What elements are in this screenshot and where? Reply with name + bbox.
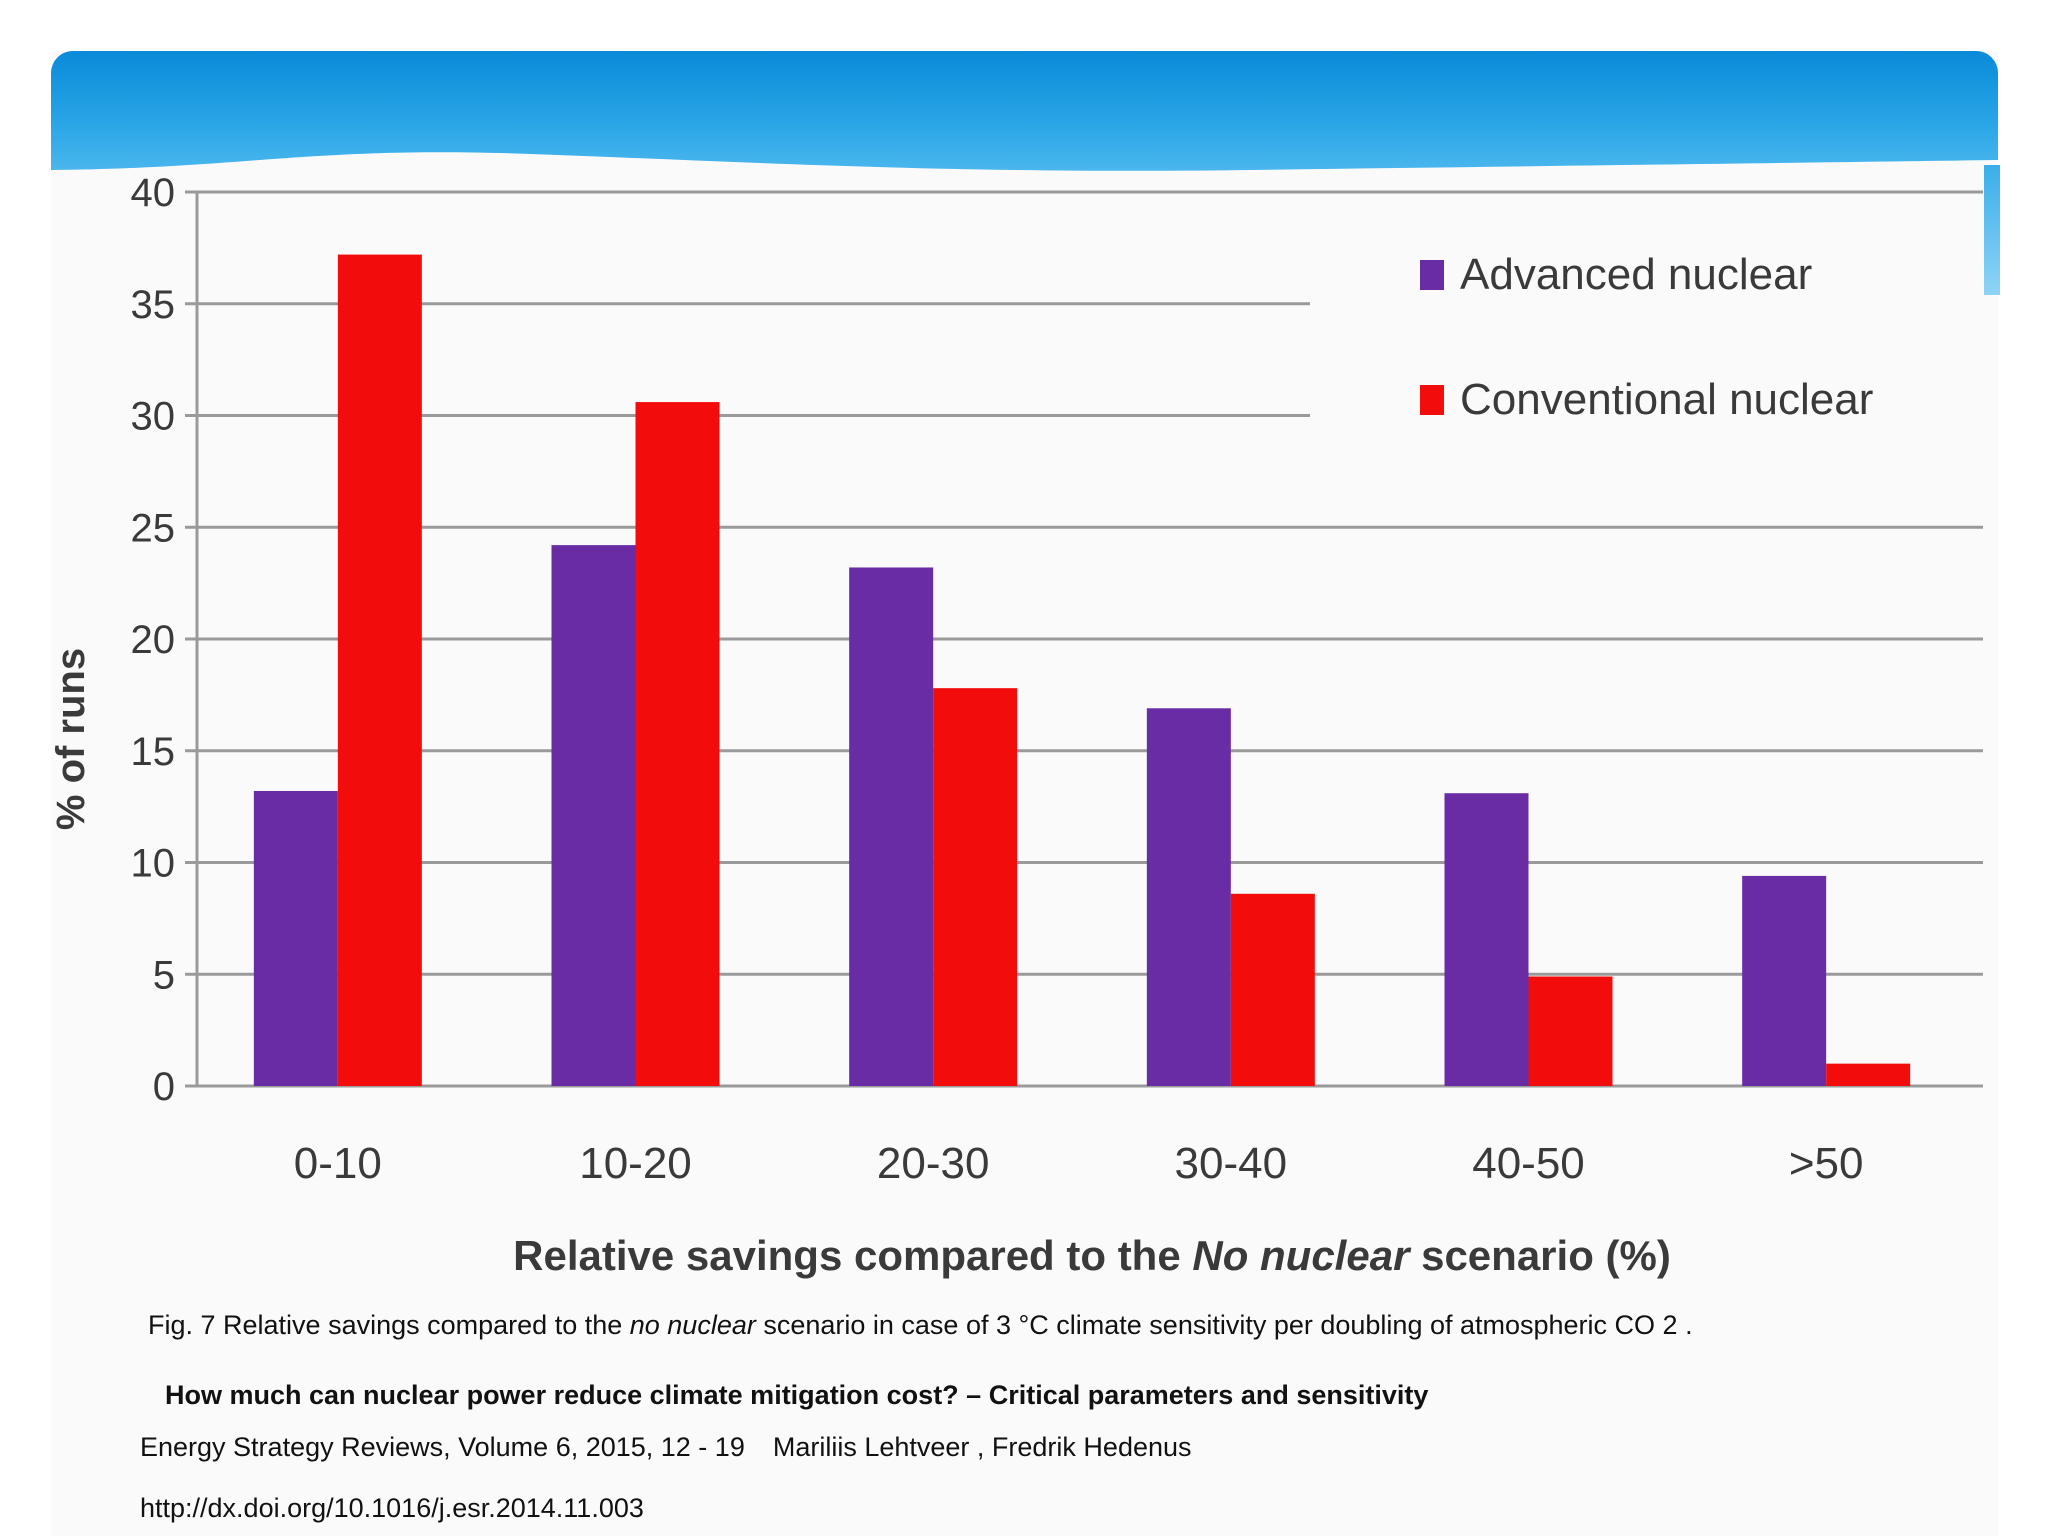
reference-title: How much can nuclear power reduce climat…	[165, 1380, 1429, 1410]
y-tick-label: 0	[153, 1065, 175, 1109]
bar-advanced	[253, 790, 338, 1086]
bar-conventional	[635, 402, 720, 1087]
y-tick-label: 25	[131, 506, 176, 550]
figure-caption: Fig. 7 Relative savings compared to the …	[148, 1310, 1693, 1341]
y-tick-label: 10	[131, 842, 176, 886]
bar-advanced	[551, 545, 636, 1086]
caption-italic: no nuclear	[629, 1310, 756, 1340]
bar-advanced	[849, 567, 934, 1086]
reference-doi-link[interactable]: http://dx.doi.org/10.1016/j.esr.2014.11.…	[140, 1493, 644, 1523]
slide-header-band	[51, 51, 1998, 173]
x-tick-label: 40-50	[1472, 1139, 1585, 1188]
bar-chart: 0 5 10 15 20 25 30 35 40 0-10 10-20 20-30 30-40 40-50…	[49, 171, 1983, 1279]
reference-authors: Mariliis Lehtveer , Fredrik Hedenus	[772, 1432, 1192, 1462]
reference-journal: Energy Strategy Reviews, Volume 6, 2015,…	[140, 1432, 745, 1462]
legend-swatch-conventional	[1420, 385, 1444, 415]
x-tick-label: 10-20	[579, 1139, 692, 1188]
caption-prefix: Fig. 7 Relative savings compared to the	[148, 1310, 630, 1340]
header-right-accent	[1984, 165, 2000, 295]
x-tick-label: >50	[1789, 1139, 1864, 1188]
bar-conventional	[933, 688, 1018, 1086]
x-tick-label: 30-40	[1175, 1139, 1288, 1188]
y-tick-label: 15	[131, 730, 176, 774]
y-tick-label: 5	[153, 953, 175, 997]
x-tick-label: 0-10	[294, 1139, 382, 1188]
legend-swatch-advanced	[1420, 260, 1444, 290]
x-axis-title: Relative savings compared to the No nucl…	[513, 1232, 1671, 1279]
y-tick-label: 40	[131, 171, 176, 215]
caption-suffix: scenario in case of 3 °C climate sensiti…	[755, 1310, 1693, 1340]
bar-conventional	[1826, 1063, 1911, 1086]
legend-label: Conventional nuclear	[1460, 375, 1873, 424]
y-tick-label: 20	[131, 618, 176, 662]
bar-advanced	[1444, 793, 1529, 1086]
bar-conventional	[1230, 893, 1315, 1086]
y-axis-title: % of runs	[49, 648, 93, 830]
reference-journal-line: Energy Strategy Reviews, Volume 6, 2015,…	[140, 1432, 1192, 1463]
bar-advanced	[1146, 708, 1231, 1086]
legend-label: Advanced nuclear	[1460, 250, 1812, 299]
y-tick-label: 35	[131, 283, 176, 327]
header-wave-decoration	[51, 152, 1998, 200]
y-tick-label: 30	[131, 395, 176, 439]
x-tick-label: 20-30	[877, 1139, 990, 1188]
bar-conventional	[337, 254, 422, 1086]
bar-conventional	[1528, 976, 1613, 1086]
bar-advanced	[1742, 875, 1827, 1086]
